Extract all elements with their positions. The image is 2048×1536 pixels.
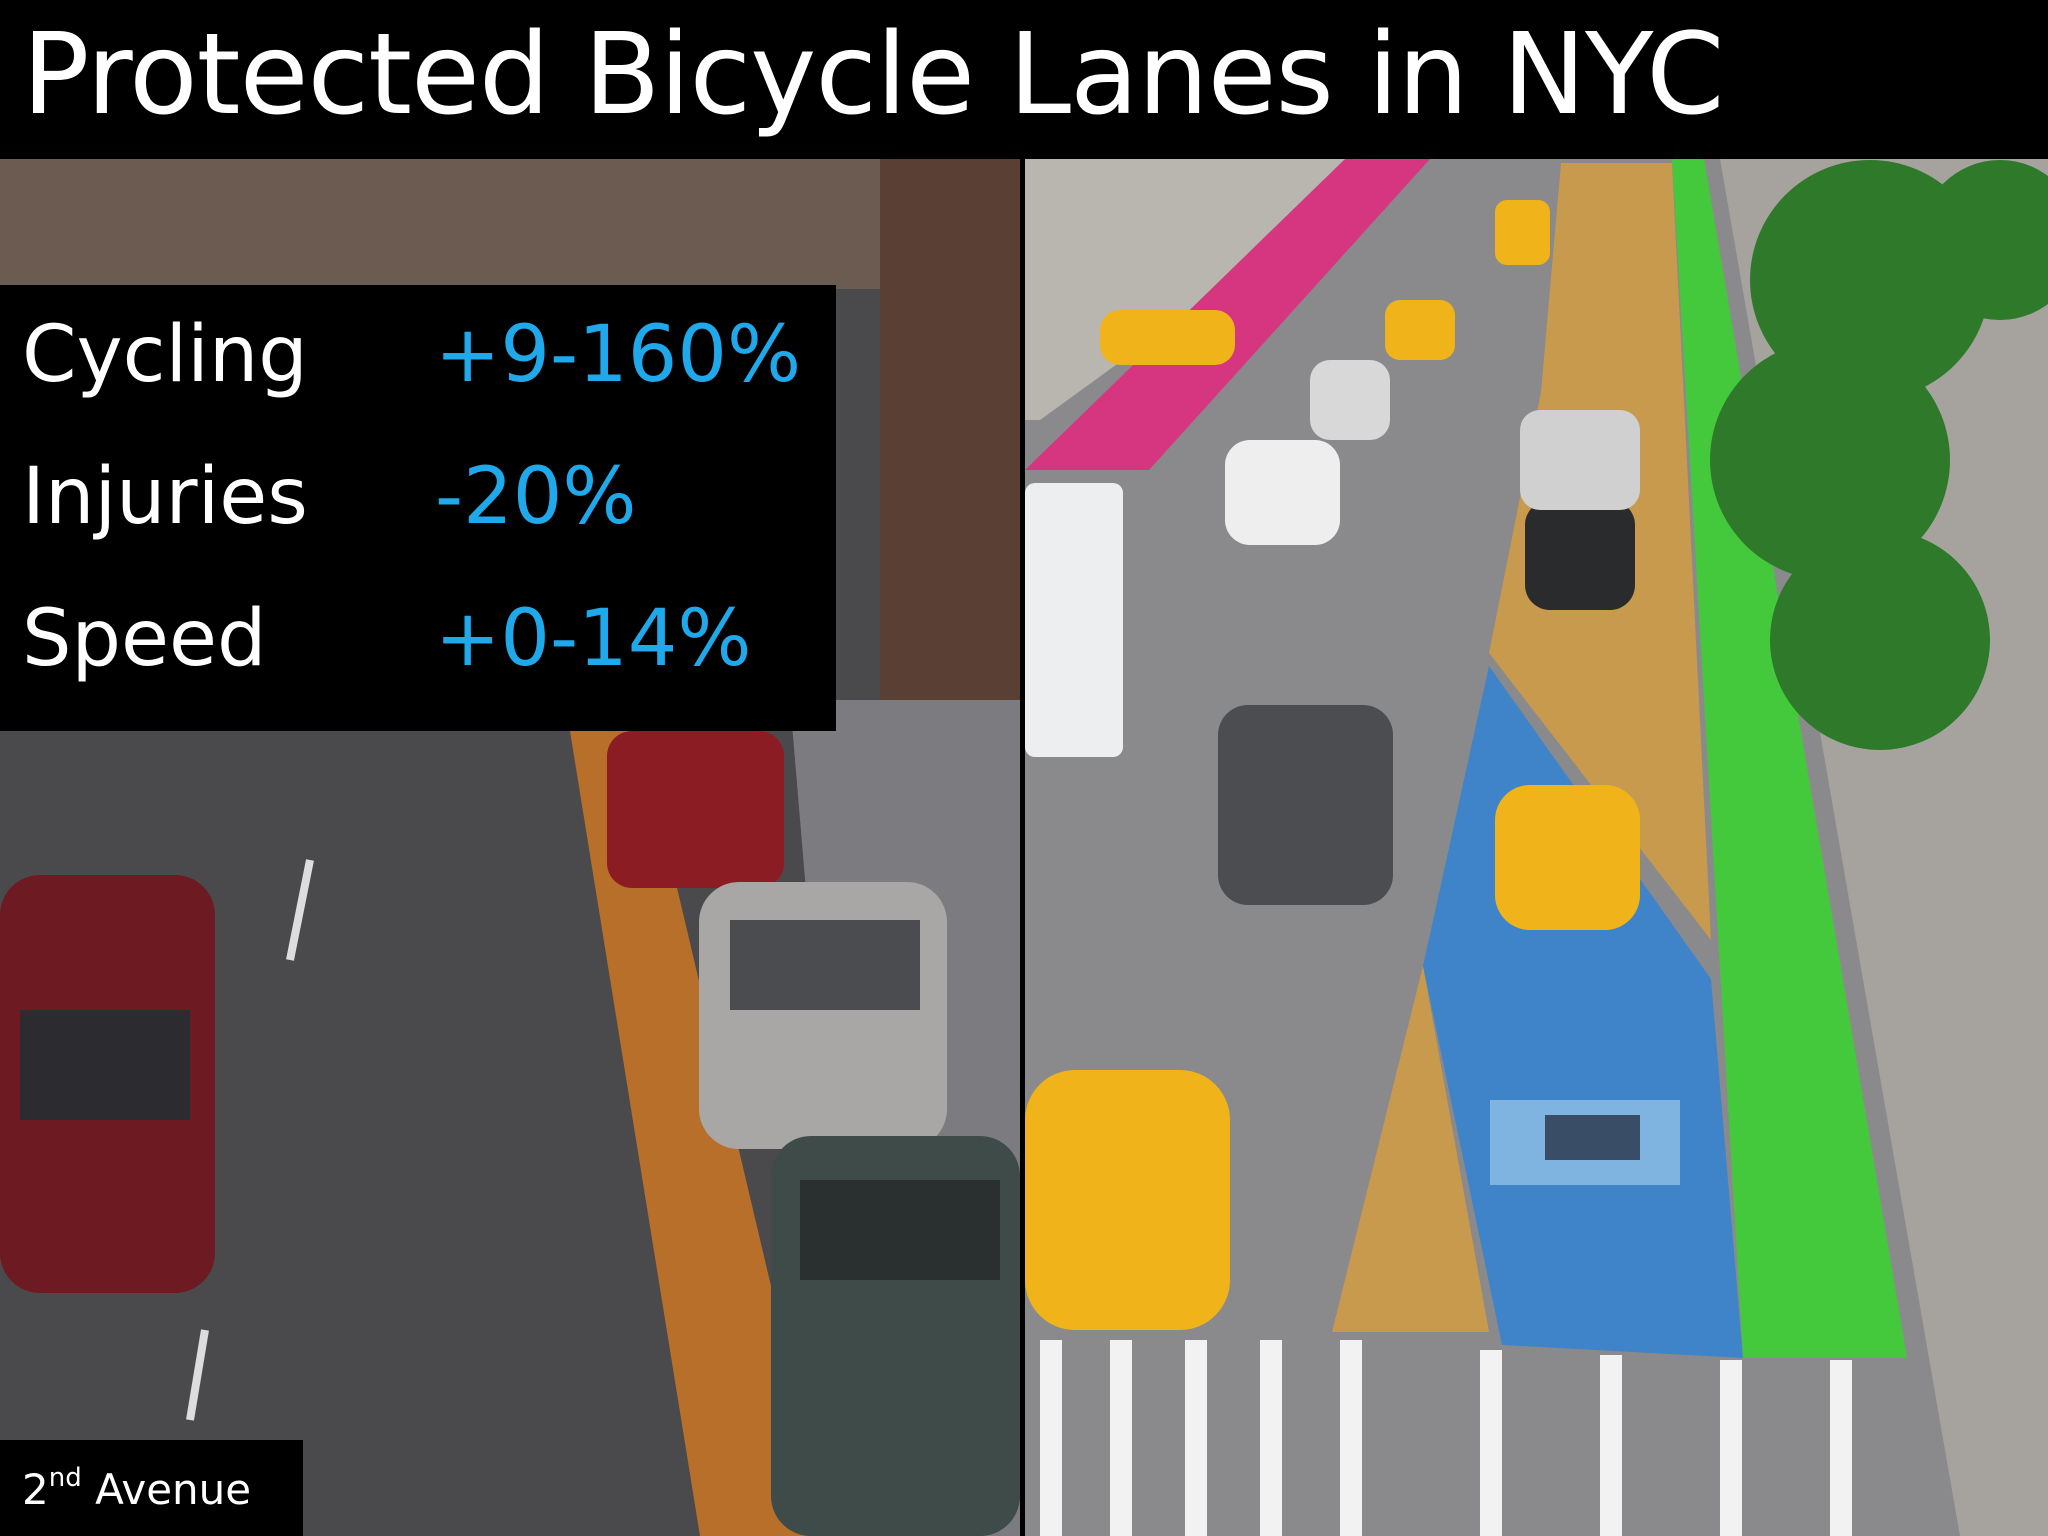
title: Protected Bicycle Lanes in NYC: [22, 10, 1724, 140]
stat-row: Cycling +9-160%: [0, 285, 836, 425]
stat-label: Speed: [22, 594, 267, 684]
caption-text: Avenue: [95, 1465, 252, 1514]
stat-row: Speed +0-14%: [0, 569, 836, 709]
stat-label: Cycling: [22, 310, 308, 400]
stat-value: +9-160%: [435, 310, 802, 400]
stat-row: Injuries -20%: [0, 427, 836, 567]
stat-label: Injuries: [22, 452, 308, 542]
caption: 2nd Avenue: [0, 1440, 303, 1536]
caption-number: 2: [22, 1465, 49, 1514]
right-photo: [1025, 159, 2048, 1536]
stats-box: Cycling +9-160% Injuries -20% Speed +0-1…: [0, 285, 836, 731]
caption-suffix: nd: [48, 1463, 82, 1493]
stat-value: +0-14%: [435, 594, 752, 684]
stat-value: -20%: [435, 452, 637, 542]
